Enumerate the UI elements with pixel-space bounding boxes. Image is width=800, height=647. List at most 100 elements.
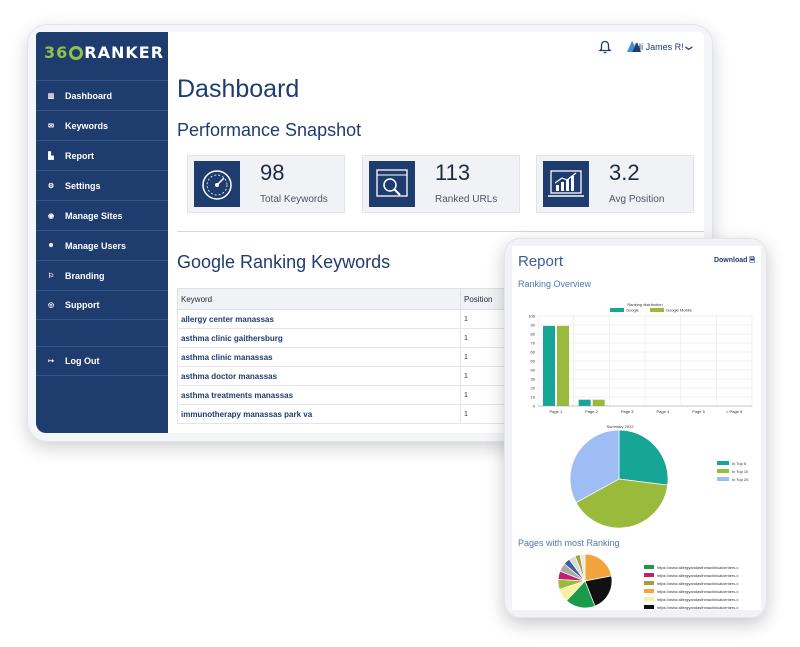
sidebar-item-manage-sites[interactable]: ◉ Manage Sites [36, 200, 168, 230]
bar [557, 325, 569, 406]
pie-slice [584, 553, 612, 582]
legend-item[interactable]: https://www.allergyandasthmaclinicalcent… [644, 603, 738, 611]
support-icon: ◎ [47, 302, 55, 309]
legend-swatch [650, 308, 664, 312]
legend-label: https://www.allergyandasthmaclinicalcent… [657, 572, 739, 578]
legend-item: In Top 10 [717, 467, 748, 475]
legend-swatch [644, 589, 654, 593]
keyword-cell[interactable]: asthma clinic gaithersburg [177, 328, 461, 348]
speedometer-icon [194, 161, 240, 207]
table-header-row: Keyword Position [177, 288, 557, 310]
legend-swatch [717, 477, 729, 481]
logout-button[interactable]: ↦ Log Out [36, 346, 168, 376]
legend-swatch [644, 605, 654, 609]
user-greeting: Hi James R! [634, 42, 684, 52]
legend-item[interactable]: https://www.allergyandasthmaclinicalcent… [644, 579, 738, 587]
x-tick-label: Page 5 [692, 409, 705, 414]
sidebar-item-label: Manage Sites [65, 210, 123, 221]
sidebar-item-support[interactable]: ◎ Support [36, 290, 168, 320]
y-tick-label: 30 [531, 377, 536, 382]
pie-slice [579, 553, 586, 582]
table-row[interactable]: allergy center manassas 1 [177, 309, 557, 329]
legend-swatch [644, 581, 654, 585]
sidebar-item-label: Branding [65, 270, 105, 281]
legend-label: https://www.allergyandasthmaclinicalcent… [657, 564, 739, 570]
keyword-cell[interactable]: immunotherapy manassas park va [177, 404, 461, 424]
summary-legend: In Top 5 In Top 10 In Top 20 [717, 459, 748, 483]
sidebar-item-branding[interactable]: ⚐ Branding [36, 260, 168, 290]
pie-slice [575, 478, 669, 529]
brand-logo[interactable]: 36 RANKER [44, 42, 165, 62]
user-avatar[interactable] [626, 39, 642, 53]
legend-label: In Top 10 [732, 468, 749, 474]
stat-card-keywords: 98 Total Keywords [187, 155, 345, 213]
stat-value: 98 [260, 160, 285, 185]
chart-title: Summary 2022 [606, 424, 634, 429]
stat-card-position: 3.2 Avg Position [536, 155, 694, 213]
sidebar-item-dashboard[interactable]: ▥ Dashboard [36, 80, 168, 110]
column-header-keyword[interactable]: Keyword [177, 288, 461, 310]
globe-icon: ◉ [47, 212, 55, 220]
pages-pie-chart [557, 553, 613, 609]
legend-label: Google [626, 308, 640, 313]
pie-slice [569, 429, 620, 504]
keyword-cell[interactable]: asthma doctor manassas [177, 366, 461, 386]
report-icon: ▙ [48, 152, 54, 160]
report-title: Report [518, 253, 564, 270]
table-row[interactable]: asthma treatments manassas 1 [177, 385, 557, 405]
topbar: Hi James R! ❯ [168, 32, 704, 62]
download-button[interactable]: Download 🗎 [714, 256, 755, 267]
sidebar-item-label: Support [65, 300, 100, 310]
growth-chart-icon [543, 161, 589, 207]
keyword-cell[interactable]: asthma clinic manassas [177, 347, 461, 367]
y-tick-label: 70 [531, 341, 536, 346]
pie-slice [618, 429, 669, 486]
stat-value: 3.2 [609, 160, 640, 185]
keyword-cell[interactable]: allergy center manassas [177, 309, 461, 329]
table-row[interactable]: asthma clinic gaithersburg 1 [177, 328, 557, 348]
sidebar-item-label: Dashboard [65, 90, 113, 101]
users-icon: ☻ [47, 242, 55, 249]
dashboard-icon: ▥ [47, 92, 55, 100]
table-row[interactable]: asthma doctor manassas 1 [177, 366, 557, 386]
summary-pie-chart: Summary 2022 [569, 424, 669, 529]
logout-label: Log Out [65, 356, 100, 366]
legend-label: In Top 20 [732, 476, 749, 482]
keywords-title: Google Ranking Keywords [177, 252, 391, 272]
legend-label: https://www.allergyandasthmaclinicalcent… [657, 580, 739, 586]
search-page-icon [369, 161, 415, 207]
bar [592, 399, 605, 406]
chart-title: Ranking distribution [627, 302, 662, 307]
sidebar-item-manage-users[interactable]: ☻ Manage Users [36, 230, 168, 260]
pages-legend: https://www.allergyandasthmaclinicalcent… [644, 563, 738, 611]
snapshot-title: Performance Snapshot [177, 120, 362, 140]
bell-icon[interactable] [598, 40, 612, 54]
user-menu[interactable]: Hi James R! ❯ [635, 42, 692, 52]
sidebar-item-label: Settings [65, 180, 101, 191]
x-tick-label: Page 3 [621, 409, 634, 414]
legend-item[interactable]: https://www.allergyandasthmaclinicalcent… [644, 563, 738, 571]
sidebar-item-report[interactable]: ▙ Report [36, 140, 168, 170]
legend-swatch [644, 573, 654, 577]
stat-label: Ranked URLs [435, 194, 498, 205]
ranking-overview-title: Ranking Overview [518, 279, 592, 289]
x-tick-label: Page 4 [656, 409, 669, 414]
legend-item[interactable]: https://www.allergyandasthmaclinicalcent… [644, 595, 738, 603]
flag-icon: ⚐ [47, 272, 55, 280]
settings-icon: ⚙ [47, 182, 55, 190]
chevron-down-icon: ❯ [685, 45, 693, 51]
legend-item[interactable]: https://www.allergyandasthmaclinicalcent… [644, 587, 738, 595]
tablet-frame: Report Download 🗎 Ranking Overview Ranki… [504, 238, 767, 618]
keyword-cell[interactable]: asthma treatments manassas [177, 385, 461, 405]
sidebar-item-settings[interactable]: ⚙ Settings [36, 170, 168, 200]
legend-swatch [610, 308, 624, 312]
y-tick-label: 0 [533, 404, 536, 409]
table-row[interactable]: immunotherapy manassas park va 1 [177, 404, 557, 424]
stat-card-urls: 113 Ranked URLs [362, 155, 520, 213]
legend-item[interactable]: https://www.allergyandasthmaclinicalcent… [644, 571, 738, 579]
legend-label: In Top 5 [732, 460, 747, 466]
sidebar-item-keywords[interactable]: ✉ Keywords [36, 110, 168, 140]
x-tick-label: Page 2 [585, 409, 598, 414]
table-row[interactable]: asthma clinic manassas 1 [177, 347, 557, 367]
